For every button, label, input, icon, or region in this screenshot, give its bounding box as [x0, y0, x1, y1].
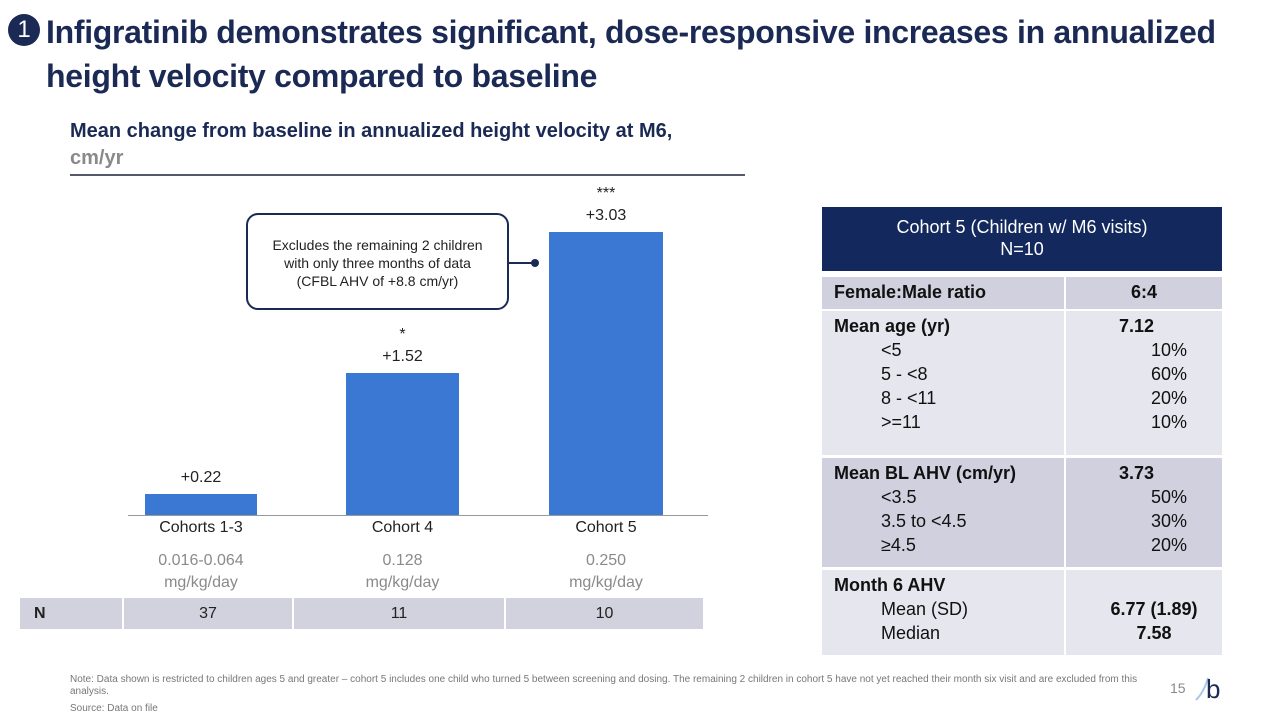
sub-label: <5	[881, 340, 902, 360]
value-label: +0.22	[180, 469, 222, 487]
row-label: Mean age (yr)	[834, 316, 951, 336]
row-label: Mean BL AHV (cm/yr)	[834, 463, 1017, 483]
callout-line: (CFBL AHV of +8.8 cm/yr)	[296, 273, 459, 289]
category-label: Cohorts 1-3	[159, 519, 243, 536]
sub-label: ≥4.5	[881, 535, 916, 555]
bar-2	[549, 232, 663, 515]
sub-label: >=11	[881, 412, 921, 432]
company-logo: b	[1195, 674, 1220, 702]
x-axis	[128, 515, 708, 516]
divider	[70, 174, 745, 176]
bar-0	[145, 494, 257, 515]
sub-label: <3.5	[881, 487, 917, 507]
chart-title-text: Mean change from baseline in annualized …	[70, 120, 673, 142]
row-labels: Mean BL AHV (cm/yr) <3.5 3.5 to <4.5 ≥4.…	[822, 458, 1062, 567]
table-header-title: Cohort 5 (Children w/ M6 visits)	[896, 217, 1148, 237]
sub-label: 5 - <8	[881, 364, 928, 384]
dose-label: 0.250	[585, 552, 627, 569]
n-label: N	[20, 598, 122, 629]
sub-label: Median	[881, 623, 941, 643]
row-values: 7.12 10% 60% 20% 10%	[1064, 311, 1222, 455]
slide-title: Infigratinib demonstrates significant, d…	[46, 14, 1216, 94]
sub-value: 7.58	[1136, 623, 1172, 643]
footnote: Note: Data shown is restricted to childr…	[70, 674, 1138, 697]
row-labels: Month 6 AHV Mean (SD) Median	[822, 570, 1062, 655]
n-value: 10	[506, 598, 703, 629]
dose-label: 0.016-0.064	[158, 552, 244, 569]
page-number: 15	[1170, 680, 1186, 696]
chart-title: Mean change from baseline in annualized …	[70, 118, 672, 172]
n-value: 11	[294, 598, 504, 629]
sub-value: 30%	[1150, 511, 1187, 531]
source-note: Source: Data on file	[70, 703, 158, 714]
value-label: +1.52	[382, 348, 423, 366]
dose-unit-label: mg/kg/day	[164, 574, 238, 591]
svg-text:b: b	[1206, 674, 1220, 702]
callout-line: with only three months of data	[284, 255, 471, 271]
dose-unit-label: mg/kg/day	[365, 574, 440, 591]
sub-label: 3.5 to <4.5	[881, 511, 967, 531]
dose-label: 0.128	[382, 552, 423, 569]
callout-dot	[531, 259, 539, 267]
value-label: +3.03	[585, 207, 627, 224]
table-header: Cohort 5 (Children w/ M6 visits) N=10	[822, 207, 1222, 271]
row-value: 6:4	[1064, 277, 1222, 309]
bar-1	[346, 373, 459, 515]
row-labels: Mean age (yr) <5 5 - <8 8 - <11 >=11	[822, 311, 1062, 455]
sub-value: 20%	[1150, 388, 1187, 408]
chart-unit: cm/yr	[70, 147, 124, 169]
callout-connector	[509, 262, 536, 264]
number-badge: 1	[8, 14, 40, 46]
significance-label: ***	[596, 185, 616, 202]
row-value: 7.12	[1118, 316, 1155, 336]
sub-value: 50%	[1150, 487, 1187, 507]
row-label: Female:Male ratio	[834, 282, 987, 302]
row-values: 6.77 (1.89) 7.58	[1064, 570, 1222, 655]
table-header-n: N=10	[1000, 239, 1044, 259]
sub-label: 8 - <11	[881, 388, 937, 408]
table-row: Month 6 AHV Mean (SD) Median 6.77 (1.89)…	[822, 570, 1222, 655]
callout-box: Excludes the remaining 2 children with o…	[246, 213, 509, 310]
row-values: 3.73 50% 30% 20%	[1064, 458, 1222, 567]
category-label: Cohort 5	[575, 519, 637, 536]
sub-label: Mean (SD)	[881, 599, 969, 619]
table-row: Mean BL AHV (cm/yr) <3.5 3.5 to <4.5 ≥4.…	[822, 458, 1222, 567]
category-label: Cohort 4	[371, 519, 434, 536]
sub-value: 10%	[1150, 412, 1187, 432]
n-value: 37	[124, 598, 292, 629]
table-row: Mean age (yr) <5 5 - <8 8 - <11 >=11 7.1…	[822, 311, 1222, 455]
sub-value: 10%	[1150, 340, 1187, 360]
table-row: Female:Male ratio 6:4	[822, 277, 1222, 309]
row-label: Month 6 AHV	[834, 575, 946, 595]
callout-line: Excludes the remaining 2 children	[272, 237, 483, 253]
row-value: 3.73	[1118, 463, 1155, 483]
sub-value: 6.77 (1.89)	[1110, 599, 1198, 619]
sub-value: 20%	[1150, 535, 1187, 555]
sub-value: 60%	[1150, 364, 1187, 384]
dose-unit-label: mg/kg/day	[569, 574, 643, 591]
significance-label: *	[399, 326, 406, 344]
